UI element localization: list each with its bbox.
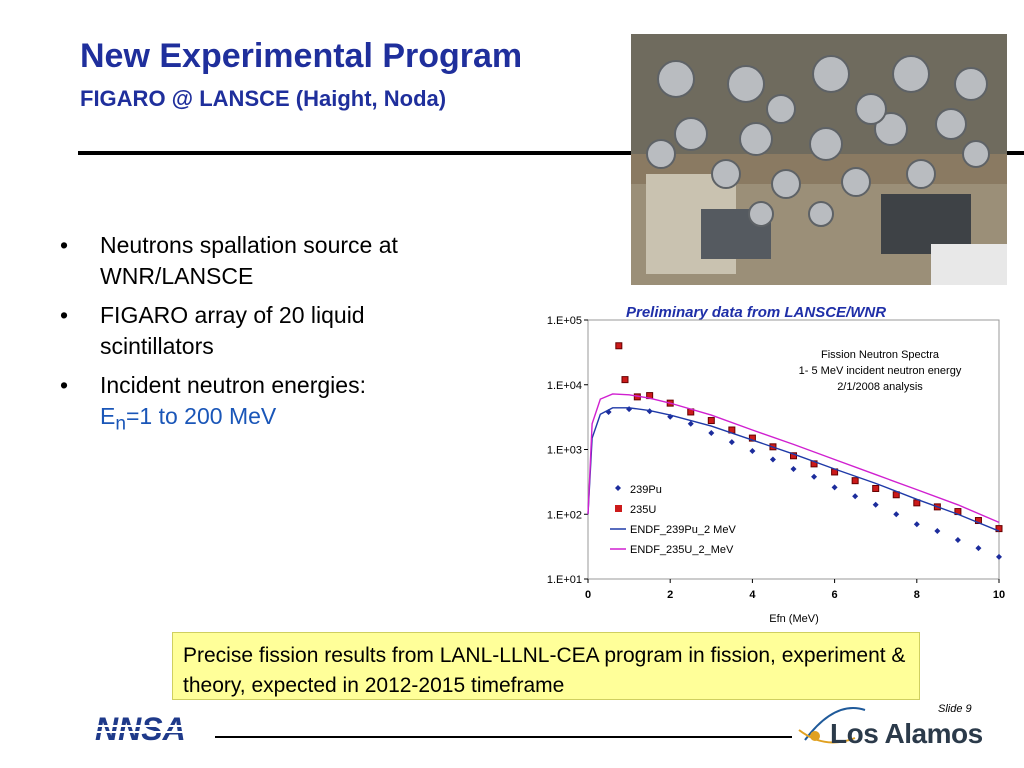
chart-subtitle-1: 1- 5 MeV incident neutron energy <box>799 365 962 377</box>
los-alamos-wordmark: Los Alamos <box>830 718 983 749</box>
series-line <box>587 407 1000 532</box>
chart-title: Fission Neutron Spectra <box>821 349 940 361</box>
data-point <box>621 376 629 384</box>
fission-spectra-chart: 1.E+01 1.E+02 1.E+03 1.E+04 1.E+05 0 2 4 6 8 10 Fi… <box>547 315 1005 625</box>
slide-subtitle: FIGARO @ LANSCE (Haight, Noda) <box>80 86 447 111</box>
data-point <box>605 408 612 415</box>
data-point <box>748 434 756 442</box>
legend-label: 235U <box>630 504 656 516</box>
y-tick-label: 1.E+04 <box>547 380 582 392</box>
conclusion-callout: Precise fission results from LANL-LLNL-C… <box>172 632 920 700</box>
data-point <box>974 517 982 525</box>
y-tick-label: 1.E+05 <box>547 315 582 327</box>
data-point <box>831 484 838 491</box>
x-tick-label: 6 <box>832 589 838 601</box>
energy-formula: En=1 to 200 MeV <box>100 403 277 435</box>
y-tick-label: 1.E+01 <box>547 574 582 586</box>
svg-text:NNSA: NNSA <box>95 711 186 746</box>
data-point <box>769 456 776 463</box>
bullet-text: FIGARO array of 20 liquid scintillators <box>100 302 365 359</box>
preliminary-data-label: Preliminary data from LANSCE/WNR <box>626 304 887 321</box>
plot-area <box>587 319 1000 580</box>
data-point <box>851 477 859 485</box>
bullet-item: • FIGARO array of 20 liquid scintillators <box>60 302 365 359</box>
bullet-text: Incident neutron energies: <box>100 372 366 398</box>
data-point <box>934 528 941 535</box>
data-point <box>811 473 818 480</box>
legend-swatch <box>615 485 621 491</box>
series-line <box>587 393 1000 523</box>
x-tick-label: 2 <box>667 589 673 601</box>
data-point <box>790 465 797 472</box>
data-point <box>975 545 982 552</box>
x-axis-label: Efn (MeV) <box>769 613 819 625</box>
nnsa-logo: NNSA <box>95 711 195 746</box>
series-layer <box>587 342 1003 560</box>
data-point <box>852 493 859 500</box>
data-point <box>996 553 1002 560</box>
data-point <box>749 447 756 454</box>
data-point <box>872 484 880 492</box>
data-point <box>893 511 900 518</box>
x-tick-label: 8 <box>914 589 920 601</box>
chart-subtitle-2: 2/1/2008 analysis <box>837 381 923 393</box>
data-point <box>995 525 1003 533</box>
bullet-item: • Incident neutron energies: En=1 to 200 M… <box>60 372 366 435</box>
chart-legend: 239Pu 235U ENDF_239Pu_2 MeV ENDF_235U_2_MeV <box>610 484 736 556</box>
legend-swatch <box>615 505 622 512</box>
legend-label: ENDF_235U_2_MeV <box>630 544 734 556</box>
bullet-list: • Neutrons spallation source at WNR/LANSC… <box>60 230 480 448</box>
data-point <box>913 521 920 528</box>
data-point <box>687 420 694 427</box>
bullet-item: • Neutrons spallation source at WNR/LANSC… <box>60 232 398 289</box>
data-point <box>707 417 715 425</box>
figaro-array-photo <box>631 34 1007 285</box>
data-point <box>954 537 961 544</box>
y-tick-label: 1.E+03 <box>547 445 582 457</box>
x-tick-label: 0 <box>585 589 591 601</box>
legend-label: 239Pu <box>630 484 662 496</box>
slide-title: New Experimental Program <box>80 37 523 75</box>
grid <box>584 319 1000 583</box>
footer-rule <box>215 736 792 738</box>
y-tick-label: 1.E+02 <box>547 509 582 521</box>
data-point <box>872 501 879 508</box>
x-tick-label: 4 <box>749 589 756 601</box>
data-point <box>728 439 735 446</box>
legend-label: ENDF_239Pu_2 MeV <box>630 524 736 536</box>
bullet-text: Neutrons spallation source at WNR/LANSCE <box>100 232 398 289</box>
data-point <box>615 342 623 350</box>
tick-labels: 1.E+01 1.E+02 1.E+03 1.E+04 1.E+05 0 2 4 6 8 10 <box>547 315 1005 601</box>
slide-number: Slide 9 <box>938 703 972 715</box>
title-rule <box>78 151 1024 155</box>
data-point <box>708 429 715 436</box>
x-tick-label: 10 <box>993 589 1005 601</box>
los-alamos-logo <box>798 707 866 744</box>
